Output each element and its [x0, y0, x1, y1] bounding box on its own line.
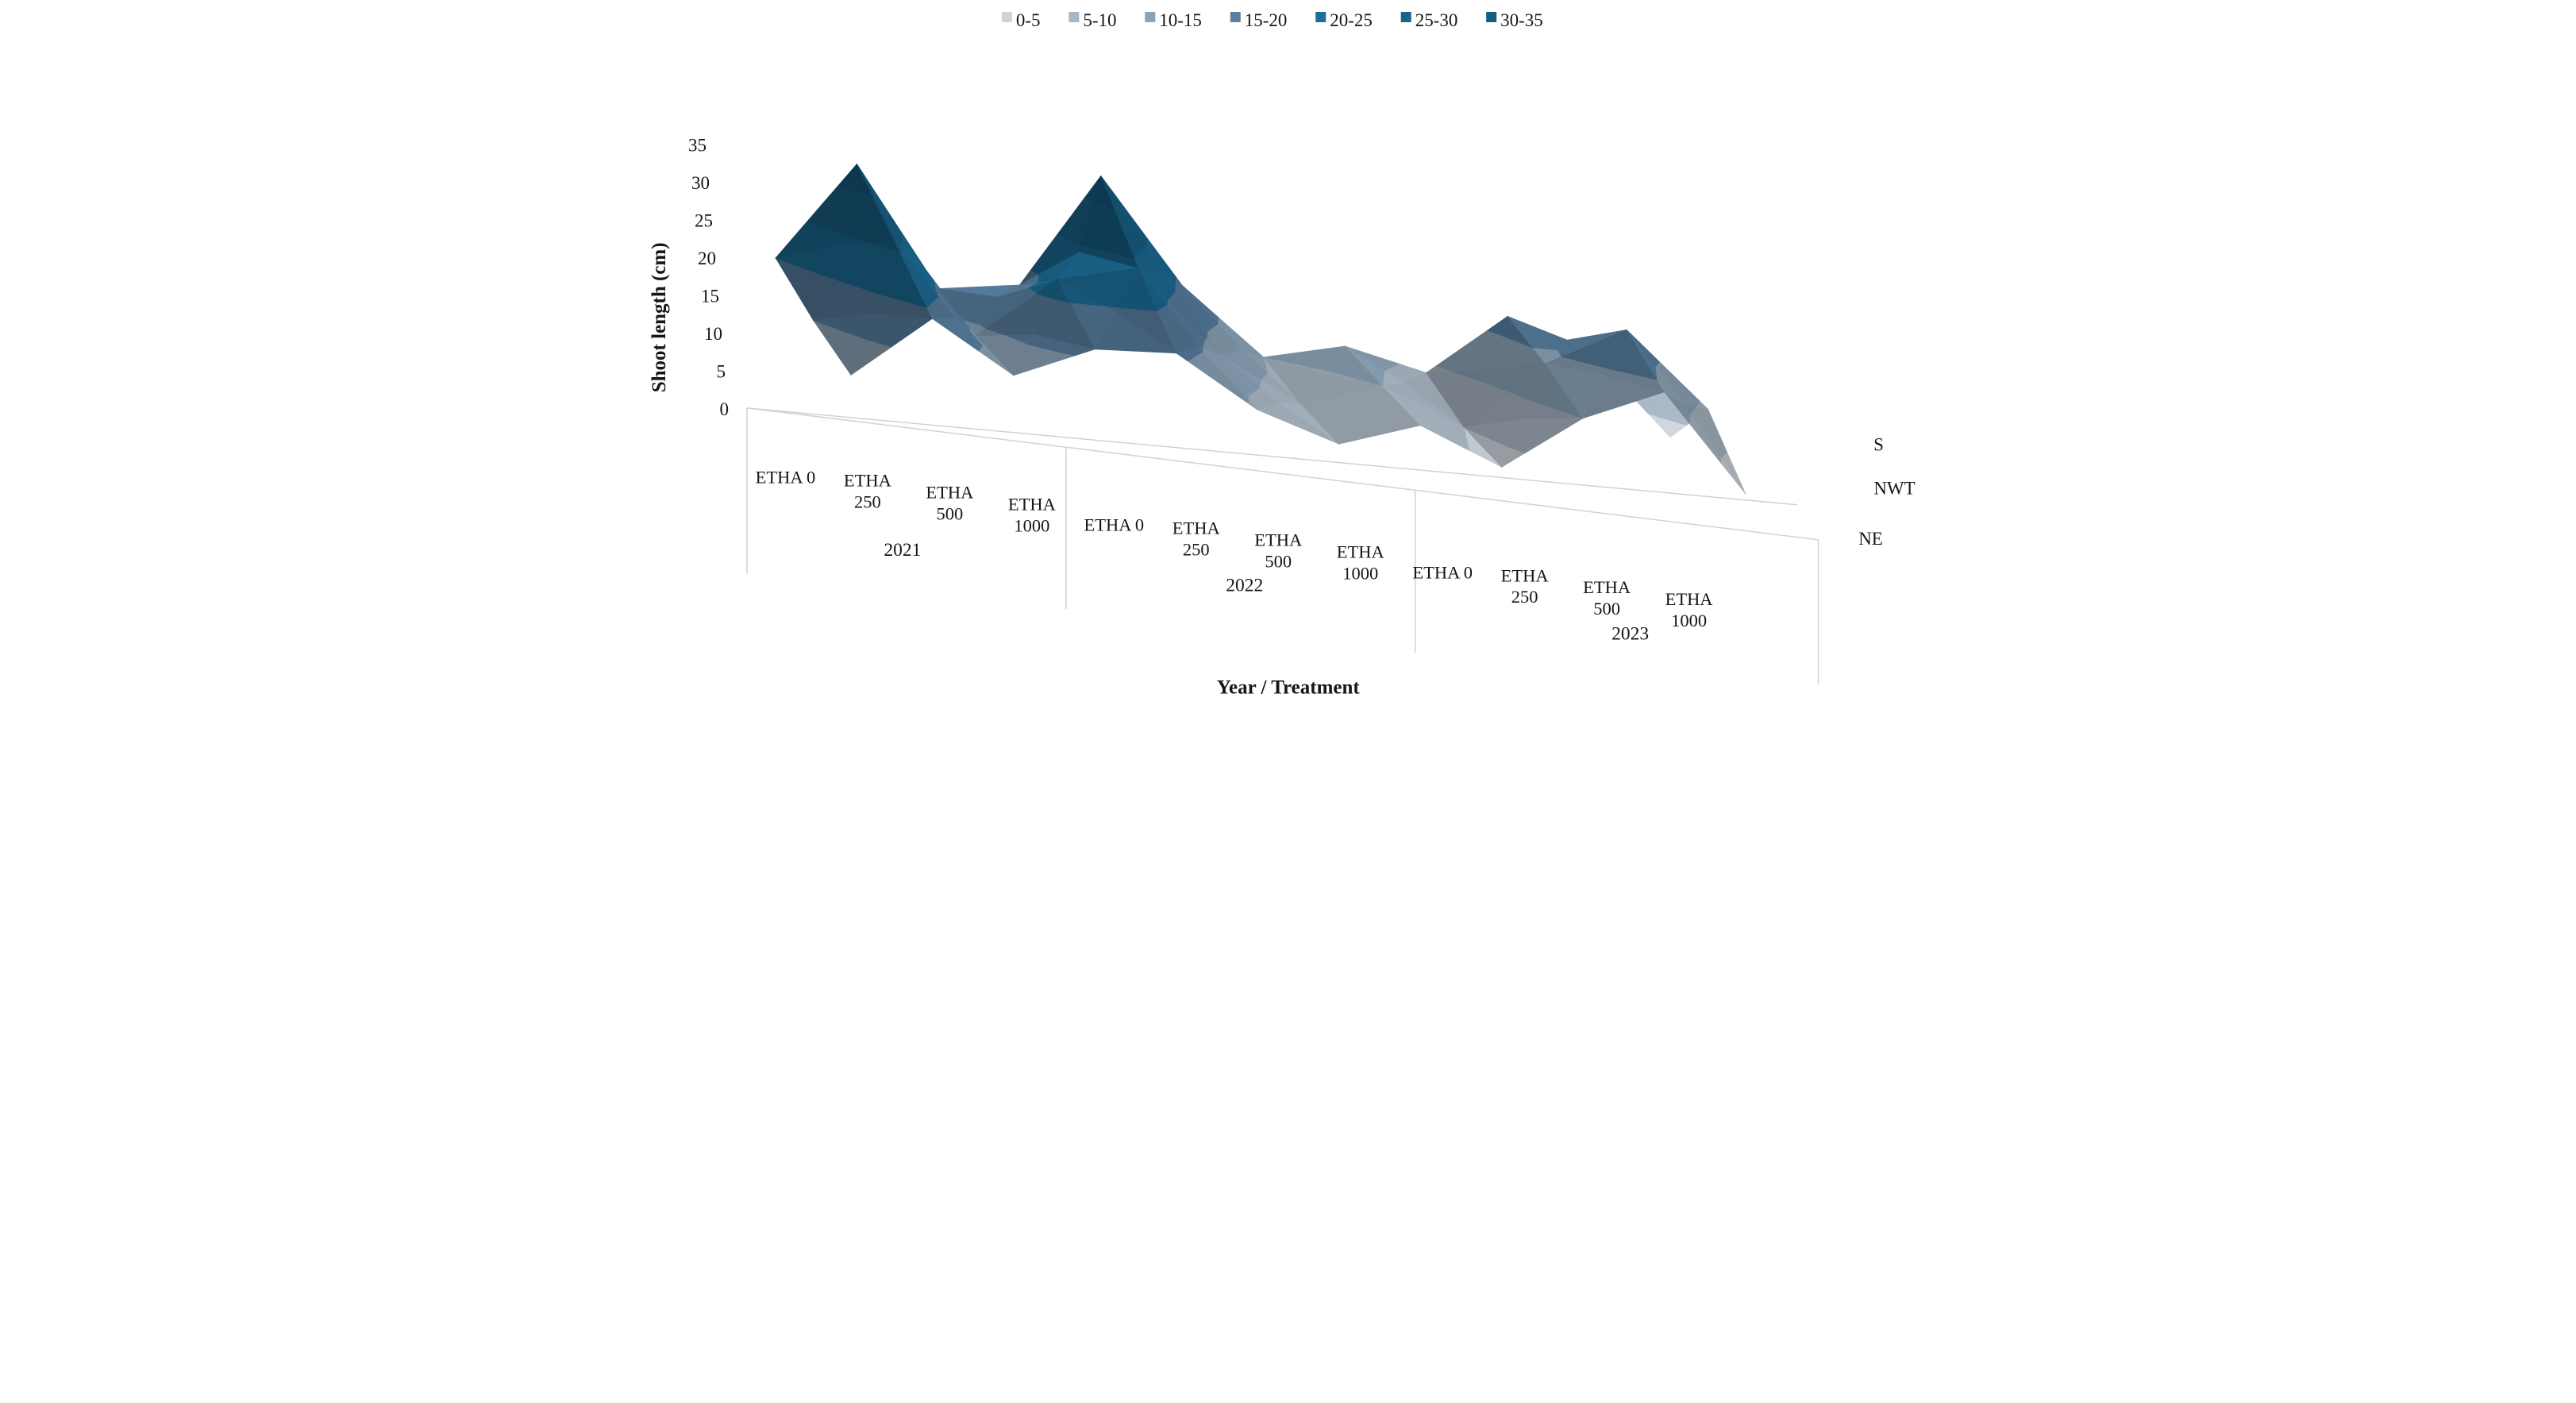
surface-facet — [1219, 355, 1260, 397]
surface-facet — [930, 317, 983, 352]
y-tick-label: 35 — [687, 135, 706, 155]
legend-label: 30-35 — [1500, 10, 1543, 30]
x-category-label: ETHA 250 — [1172, 518, 1220, 559]
legend-label: 15-20 — [1244, 10, 1287, 30]
x-category-label: ETHA 0 — [1084, 515, 1144, 534]
surface-facet — [1138, 268, 1167, 311]
legend-item-5-10: 5-10 — [1068, 10, 1116, 30]
surface-facet — [1175, 346, 1203, 362]
x-category-label: ETHA 0 — [755, 467, 815, 487]
y-tick-label: 10 — [703, 324, 722, 344]
legend-swatch — [1068, 11, 1079, 22]
x-category-label: ETHA 1000 — [1665, 589, 1713, 630]
y-tick-label: 0 — [719, 399, 729, 419]
x-axis-title: Year / Treatment — [1216, 677, 1360, 699]
y-tick-label: 5 — [716, 361, 726, 381]
legend-swatch — [1400, 11, 1411, 22]
surface-facet — [1626, 330, 1657, 380]
x-axis-categories: ETHA 0 ETHA 250 ETHA 500 ETHA 1000 ETHA 0 ETHA 25… — [755, 467, 1713, 630]
legend-label: 20-25 — [1330, 10, 1373, 30]
y-tick-label: 20 — [697, 249, 715, 268]
surface-facet — [894, 241, 902, 253]
legend-swatch — [1001, 11, 1012, 22]
chart-figure: 0-5 5-10 10-15 15-20 20-25 25-30 30-35 0 5 10 15 2… — [644, 0, 1932, 702]
legend-swatch — [1315, 11, 1326, 22]
surface-facet — [1582, 376, 1665, 419]
surface-facet — [863, 313, 933, 348]
surface-facet — [1344, 345, 1385, 387]
legend-label: 0-5 — [1015, 10, 1040, 30]
legend-item-25-30: 25-30 — [1400, 10, 1457, 30]
y-axis-title: Shoot length (cm) — [649, 242, 670, 392]
surface-facet — [1663, 391, 1691, 425]
legend-swatch — [1144, 11, 1155, 22]
x-category-label: ETHA 250 — [1500, 565, 1549, 607]
surface-chart: 0-5 5-10 10-15 15-20 20-25 25-30 30-35 0 5 10 15 2… — [649, 10, 1916, 699]
surface-facet — [1720, 451, 1746, 495]
surface-facet — [1509, 418, 1584, 454]
y-tick-label: 30 — [691, 173, 709, 193]
surface-facet — [1689, 407, 1727, 459]
surface-facet — [1419, 425, 1469, 451]
legend-swatch — [1485, 11, 1496, 22]
floor-axes — [745, 407, 1819, 685]
x-category-label: ETHA 500 — [926, 482, 974, 523]
x-category-label: ETHA 250 — [843, 470, 891, 511]
y-axis-ticks: 0 5 10 15 20 25 30 35 — [687, 135, 728, 418]
surface-facet — [1256, 403, 1339, 445]
x-category-label: ETHA 1000 — [1007, 494, 1056, 535]
legend-label: 25-30 — [1415, 10, 1457, 30]
year-label: 2023 — [1611, 624, 1649, 645]
x-category-label: ETHA 0 — [1412, 562, 1473, 582]
x-category-label: ETHA 500 — [1254, 530, 1303, 571]
depth-axis-labels: S NWT NE — [1858, 434, 1915, 548]
legend-item-15-20: 15-20 — [1230, 10, 1287, 30]
surface-facet — [1029, 334, 1095, 357]
legend-item-30-35: 30-35 — [1485, 10, 1543, 30]
surface-facet — [1100, 175, 1118, 207]
legend-swatch — [1230, 11, 1241, 22]
surface-facet — [856, 164, 874, 199]
year-label: 2022 — [1226, 576, 1263, 596]
depth-series-label: NWT — [1873, 478, 1915, 498]
y-tick-label: 15 — [700, 286, 718, 306]
legend-item-10-15: 10-15 — [1144, 10, 1202, 30]
surface-facet — [1338, 414, 1420, 445]
legend-label: 5-10 — [1083, 10, 1116, 30]
depth-series-label: NE — [1858, 529, 1883, 549]
depth-series-label: S — [1873, 434, 1884, 454]
surface-facet — [1181, 285, 1218, 333]
legend-label: 10-15 — [1159, 10, 1202, 30]
x-category-label: ETHA 1000 — [1336, 542, 1384, 583]
surface-facet — [1094, 312, 1177, 354]
y-tick-label: 25 — [694, 210, 712, 230]
legend-item-0-5: 0-5 — [1001, 10, 1040, 30]
surface-facet — [1719, 457, 1746, 495]
x-category-label: ETHA 500 — [1583, 577, 1631, 619]
year-label: 2021 — [884, 540, 921, 561]
legend-item-20-25: 20-25 — [1315, 10, 1373, 30]
surface-mesh — [774, 163, 1746, 495]
x-axis-years: 2021 2022 2023 — [884, 540, 1649, 645]
axis-line — [746, 407, 1797, 506]
surface-facet — [1056, 279, 1105, 306]
legend: 0-5 5-10 10-15 15-20 20-25 25-30 30-35 — [1001, 10, 1542, 30]
axis-line — [746, 407, 1819, 541]
